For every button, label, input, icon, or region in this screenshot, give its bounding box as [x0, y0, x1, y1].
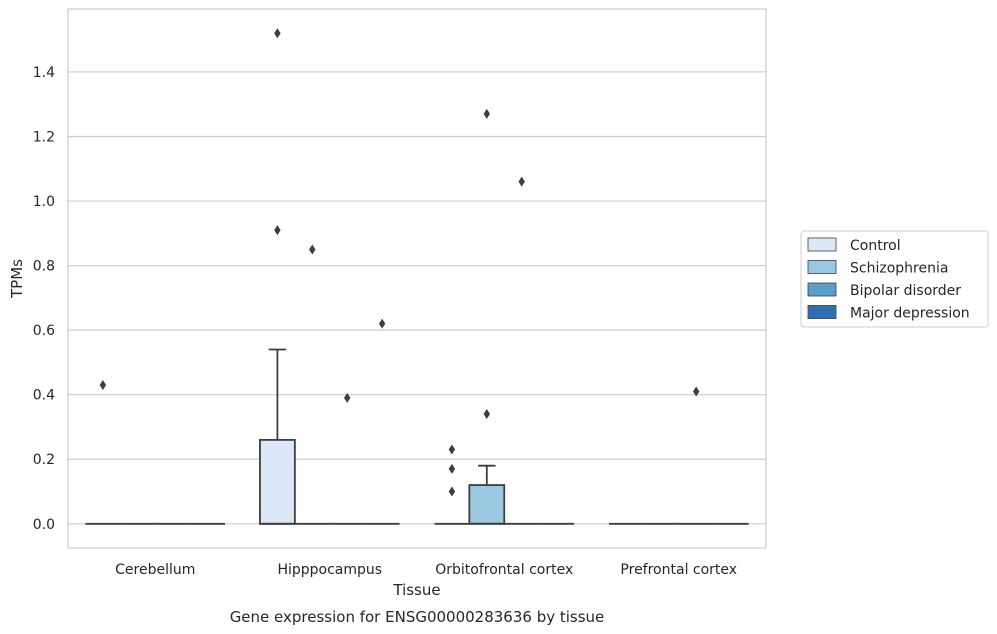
outlier-point — [518, 176, 525, 187]
y-axis-label: TPMs — [8, 259, 26, 299]
y-tick-label: 0.2 — [33, 452, 55, 468]
x-tick-label: Prefrontal cortex — [620, 562, 737, 578]
y-tick-label: 0.8 — [33, 259, 55, 275]
plot-frame — [67, 8, 767, 549]
outlier-point — [99, 380, 107, 391]
box-schizophrenia — [468, 464, 506, 525]
x-axis-label: Tissue — [392, 581, 440, 599]
outlier-point — [483, 108, 490, 119]
chart-caption: Gene expression for ENSG00000283636 by t… — [230, 608, 605, 626]
x-tick-label: Cerebellum — [115, 562, 195, 578]
y-tick-label: 1.4 — [33, 65, 55, 81]
y-tick-label: 0.0 — [33, 517, 55, 533]
legend-swatch — [807, 305, 837, 319]
outlier-point — [448, 444, 456, 455]
x-tick-labels: Cerebellum Hipppocampus Orbitofrontal cort… — [115, 562, 737, 578]
outlier-point — [309, 244, 316, 255]
outlier-point — [344, 392, 351, 403]
legend-label: Schizophrenia — [850, 261, 948, 277]
outlier-point — [448, 486, 456, 497]
y-tick-label: 0.4 — [33, 388, 55, 404]
boxes-layer — [85, 348, 749, 525]
outliers-layer — [99, 28, 700, 497]
y-tick-label: 1.2 — [33, 129, 55, 145]
y-tick-labels: 0.0 0.2 0.4 0.6 0.8 1.0 1.2 1.4 — [33, 65, 55, 533]
outlier-point — [274, 225, 281, 236]
x-tick-label: Hipppocampus — [277, 562, 382, 578]
grid-lines — [68, 71, 766, 525]
outlier-point — [378, 318, 386, 329]
outlier-point — [448, 463, 456, 474]
x-tick-label: Orbitofrontal cortex — [435, 562, 573, 578]
legend-swatch — [807, 237, 837, 252]
box-control — [259, 348, 296, 525]
y-tick-label: 0.6 — [33, 323, 55, 339]
legend-label: Bipolar disorder — [850, 283, 961, 299]
outlier-point — [693, 386, 700, 397]
outlier-point — [483, 409, 490, 420]
legend-frame — [800, 230, 989, 328]
legend: Control Schizophrenia Bipolar disorder Majo… — [800, 230, 989, 328]
legend-swatch — [807, 260, 837, 274]
legend-swatch — [807, 282, 837, 297]
legend-label: Major depression — [850, 306, 970, 322]
legend-label: Control — [850, 238, 901, 254]
box-body — [259, 438, 296, 525]
box-body — [468, 484, 506, 525]
y-tick-label: 1.0 — [33, 194, 55, 210]
outlier-point — [274, 28, 281, 39]
